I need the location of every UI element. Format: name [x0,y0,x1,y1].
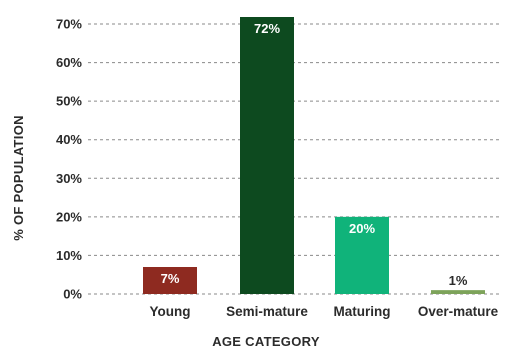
y-axis-ticks: 0% 10% 20% 30% 40% 50% 60% 70% [56,17,82,302]
data-labels: 7% 72% 20% 1% [161,21,468,288]
y-tick-label: 0% [63,287,82,302]
y-tick-label: 70% [56,17,82,32]
y-tick-label: 20% [56,209,82,224]
y-tick-label: 50% [56,94,82,109]
data-label: 20% [349,221,375,236]
x-category-label: Over-mature [418,304,499,319]
y-tick-label: 60% [56,55,82,70]
data-label: 72% [254,21,280,36]
bar [431,290,485,294]
y-tick-label: 10% [56,248,82,263]
bar [143,267,197,294]
x-axis-title: AGE CATEGORY [212,334,320,349]
data-label: 1% [449,273,468,288]
bar [335,216,389,294]
y-tick-label: 30% [56,171,82,186]
y-tick-label: 40% [56,132,82,147]
x-category-label: Semi-mature [226,304,308,319]
x-category-label: Young [150,304,191,319]
bars [143,17,485,294]
data-label: 7% [161,271,180,286]
bar [240,17,294,294]
x-axis-categories: Young Semi-mature Maturing Over-mature [150,304,499,319]
y-axis-title: % OF POPULATION [11,115,26,241]
x-category-label: Maturing [334,304,391,319]
